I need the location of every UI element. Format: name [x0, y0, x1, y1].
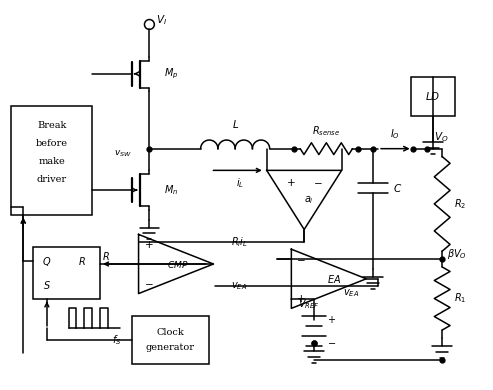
Text: $I_O$: $I_O$ — [390, 127, 400, 141]
Text: $C$: $C$ — [393, 182, 402, 194]
Text: $+$: $+$ — [296, 293, 306, 304]
Text: $-$: $-$ — [296, 255, 306, 264]
Text: $V_O$: $V_O$ — [434, 130, 449, 144]
Text: $+$: $+$ — [327, 314, 336, 325]
Text: generator: generator — [145, 343, 195, 352]
Bar — [411, 77, 455, 116]
Text: $R$: $R$ — [78, 255, 86, 267]
Text: $V_I$: $V_I$ — [156, 14, 167, 27]
Text: $v_{EA}$: $v_{EA}$ — [231, 280, 247, 292]
Text: $f_S$: $f_S$ — [112, 333, 122, 347]
Text: $R$: $R$ — [102, 250, 110, 262]
Text: $R_2$: $R_2$ — [454, 197, 466, 211]
Text: $LD$: $LD$ — [425, 90, 440, 103]
Text: $i_L$: $i_L$ — [236, 176, 244, 190]
Text: driver: driver — [37, 175, 67, 184]
Text: $+$: $+$ — [143, 239, 153, 250]
Text: Clock: Clock — [156, 328, 184, 337]
Text: before: before — [36, 139, 68, 148]
Text: $v_{SW}$: $v_{SW}$ — [114, 148, 132, 159]
Text: $-$: $-$ — [327, 339, 336, 347]
Text: $Q$: $Q$ — [42, 255, 52, 268]
Text: $R_i i_L$: $R_i i_L$ — [231, 236, 248, 249]
Text: $L$: $L$ — [232, 118, 239, 130]
Text: $-$: $-$ — [313, 178, 323, 187]
Text: make: make — [38, 157, 65, 166]
Text: $M_n$: $M_n$ — [164, 183, 178, 197]
Text: $\beta V_O$: $\beta V_O$ — [447, 247, 467, 261]
Bar — [11, 106, 92, 215]
Text: $+$: $+$ — [285, 177, 295, 188]
Text: $CMP$: $CMP$ — [167, 259, 189, 269]
Text: Break: Break — [37, 122, 67, 131]
Text: $M_p$: $M_p$ — [164, 67, 178, 81]
Text: $V_{REF}$: $V_{REF}$ — [298, 298, 320, 311]
Text: $-$: $-$ — [143, 279, 153, 288]
Bar — [132, 316, 209, 363]
Text: $R_1$: $R_1$ — [454, 292, 466, 305]
Bar — [33, 247, 100, 298]
Text: $R_{sense}$: $R_{sense}$ — [312, 124, 341, 138]
Text: $S$: $S$ — [43, 279, 51, 291]
Text: $v_{EA}$: $v_{EA}$ — [343, 288, 359, 300]
Text: $EA$: $EA$ — [327, 273, 341, 285]
Text: $a_i$: $a_i$ — [304, 194, 314, 206]
